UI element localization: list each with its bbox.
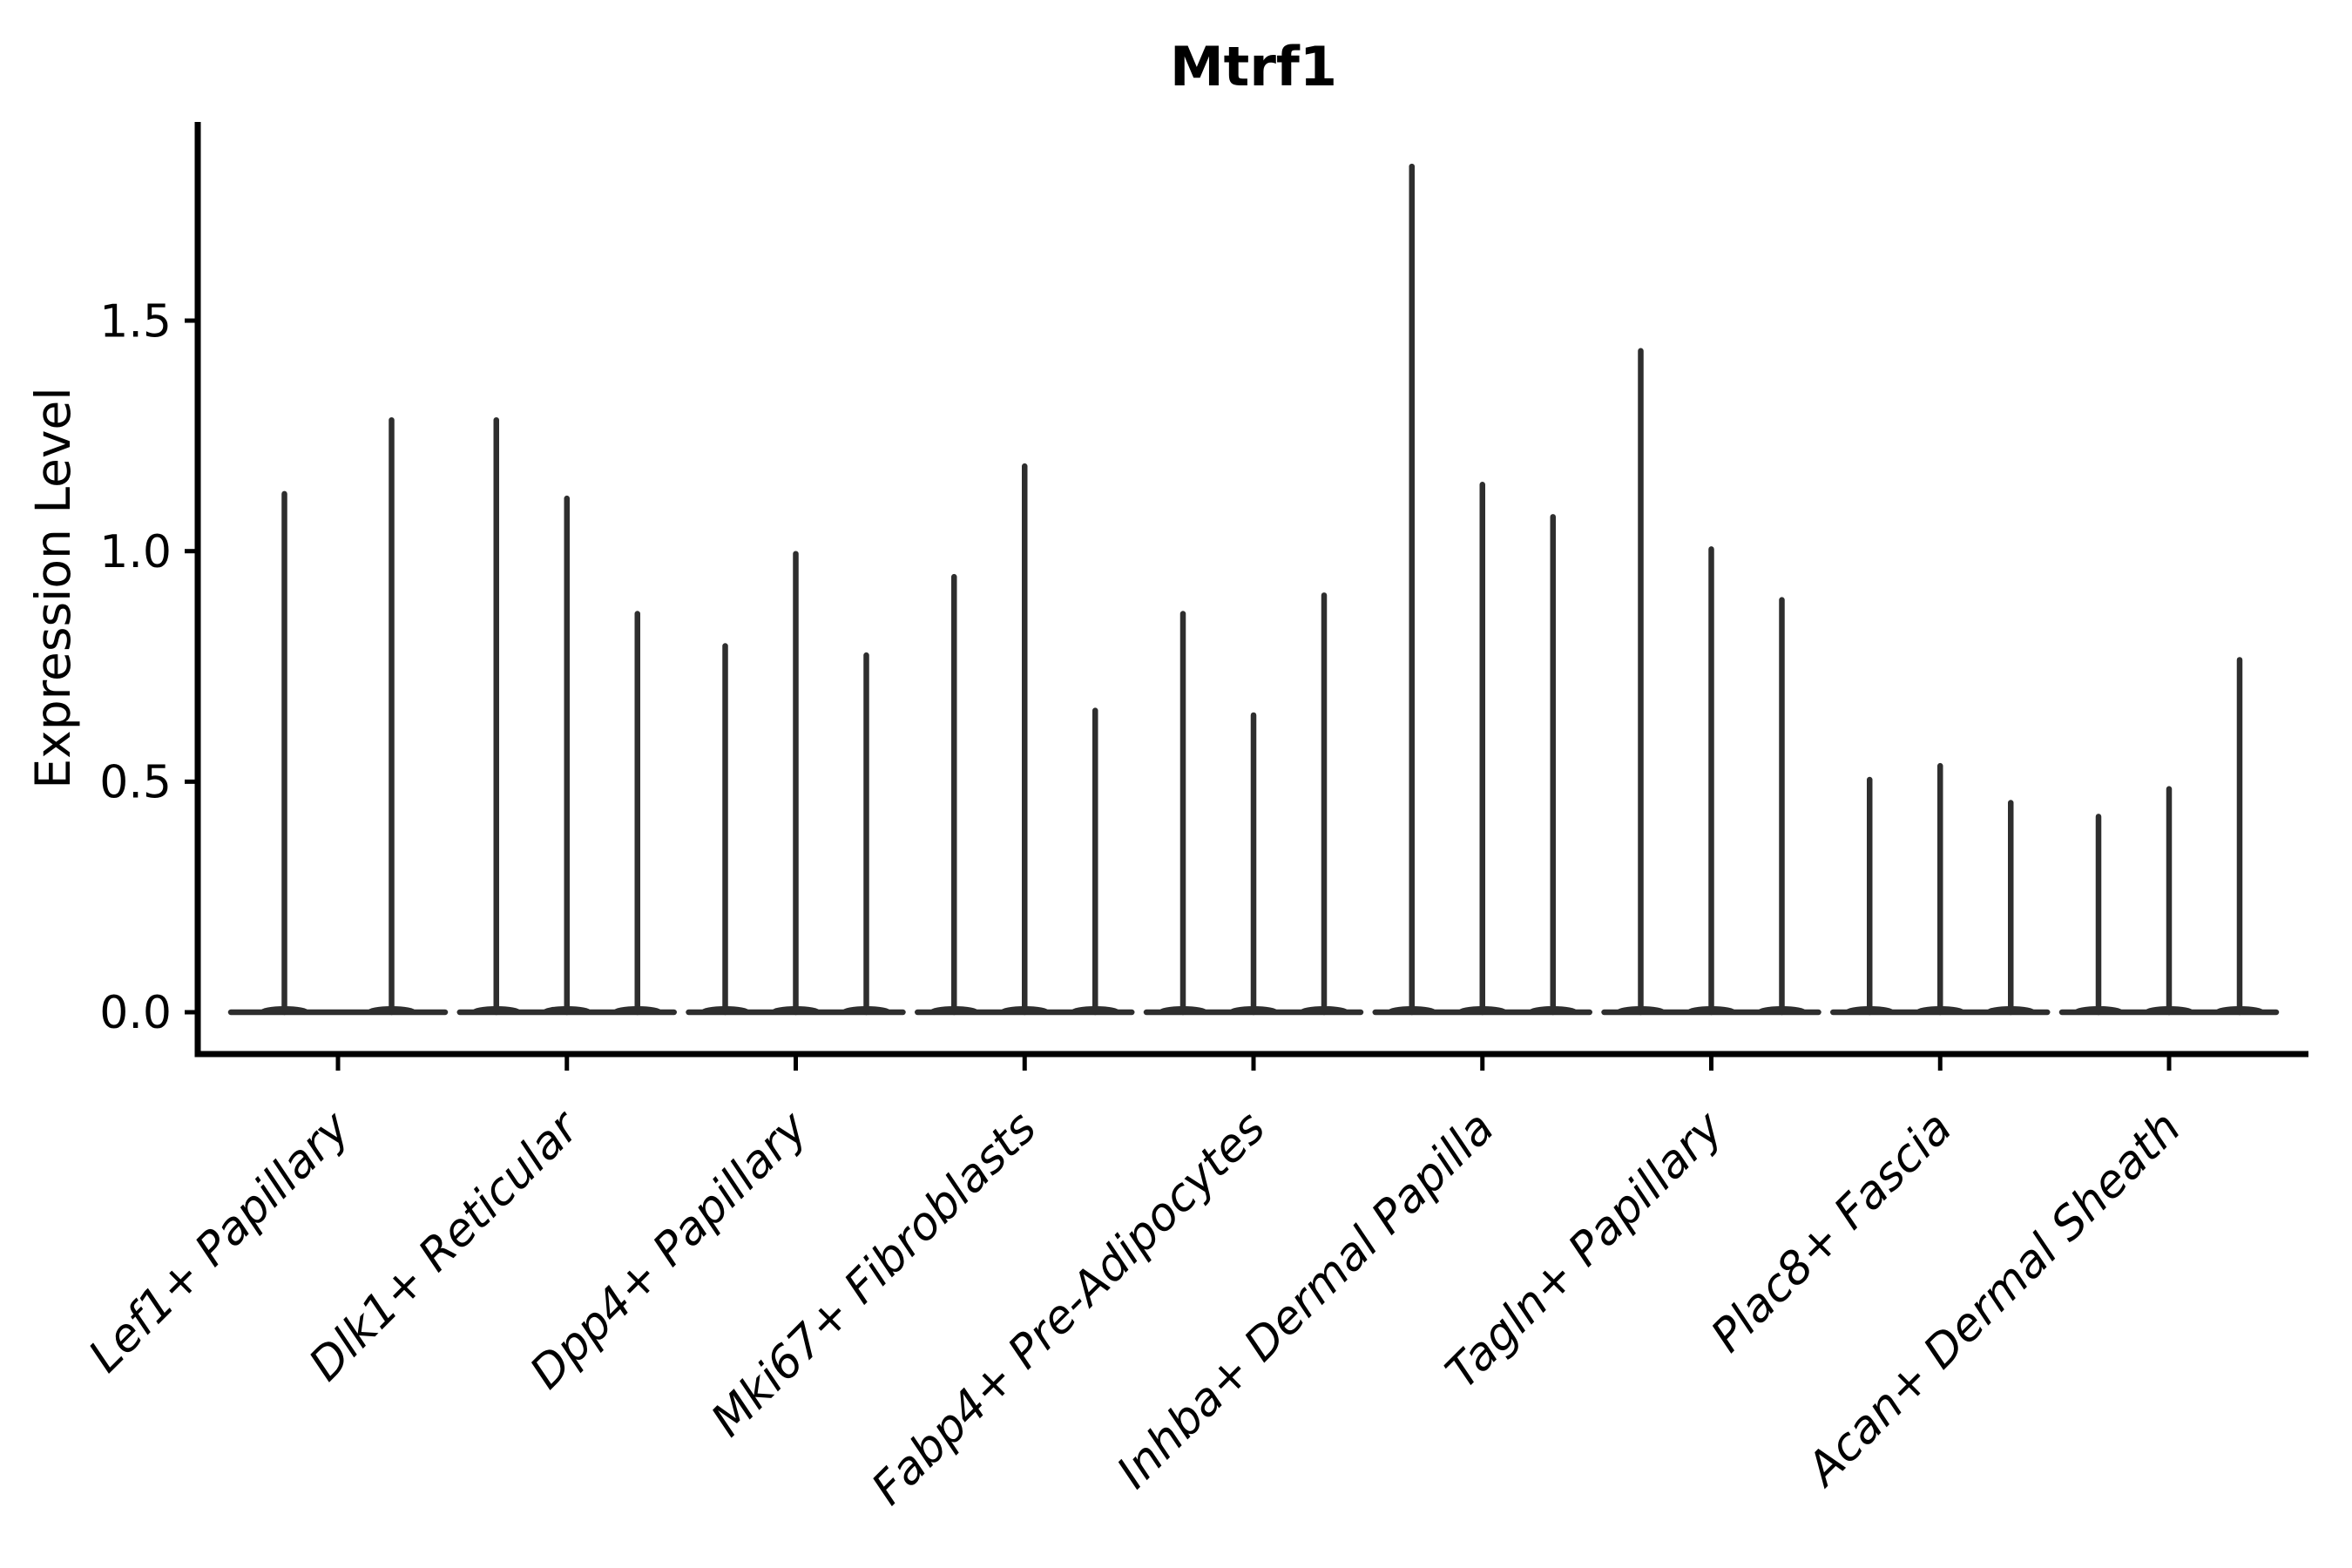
y-tick-label: 1.0 xyxy=(99,526,172,578)
violin-group xyxy=(915,463,1135,1016)
y-tick-label: 0.5 xyxy=(99,757,172,809)
x-category-label: Inhba+ Dermal Papilla xyxy=(1107,1102,1504,1499)
violins-layer xyxy=(227,163,2280,1016)
violin-group xyxy=(227,416,449,1016)
violin-group xyxy=(2058,657,2280,1016)
y-tick-label: 1.5 xyxy=(99,295,172,348)
violin-group xyxy=(1601,348,1821,1016)
x-category-label: Plac8+ Fascia xyxy=(1701,1102,1962,1362)
y-axis-label: Expression Level xyxy=(25,387,81,788)
chart-title: Mtrf1 xyxy=(1170,35,1337,98)
violin-group xyxy=(1830,762,2051,1016)
violin-group xyxy=(456,416,677,1016)
violin-group xyxy=(1372,163,1592,1016)
y-tick-label: 0.0 xyxy=(99,987,172,1039)
violin-group xyxy=(1143,592,1364,1016)
violin-group xyxy=(686,551,906,1016)
x-category-label: Acan+ Dermal Sheath xyxy=(1795,1102,2191,1497)
x-category-label: Fabp4+ Pre-Adipocytes xyxy=(862,1102,1276,1516)
